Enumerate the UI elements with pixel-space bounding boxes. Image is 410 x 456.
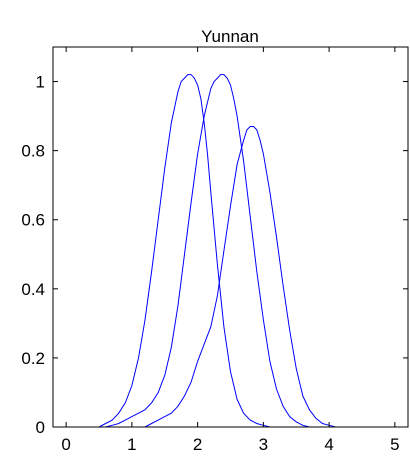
x-tick-label: 3 xyxy=(259,435,268,454)
series-line-1 xyxy=(98,74,271,428)
x-tick-label: 2 xyxy=(193,435,202,454)
y-tick-label: 0.8 xyxy=(21,142,45,161)
x-tick-label: 1 xyxy=(127,435,136,454)
y-axis: 0 0.2 0.4 0.6 0.8 1 xyxy=(21,73,408,437)
x-tick-label: 5 xyxy=(390,435,399,454)
y-tick-label: 0.2 xyxy=(21,349,45,368)
series-line-2 xyxy=(105,74,310,428)
x-axis: 0 1 2 3 4 5 xyxy=(61,47,400,454)
series-layer xyxy=(98,74,336,428)
y-tick-label: 1 xyxy=(36,73,45,92)
y-tick-label: 0.6 xyxy=(21,211,45,230)
series-line-3 xyxy=(144,126,336,428)
plot-frame xyxy=(52,46,409,428)
chart-title: Yunnan xyxy=(201,27,259,46)
y-tick-label: 0 xyxy=(36,418,45,437)
x-tick-label: 0 xyxy=(61,435,70,454)
x-tick-label: 4 xyxy=(324,435,333,454)
y-tick-label: 0.4 xyxy=(21,280,45,299)
